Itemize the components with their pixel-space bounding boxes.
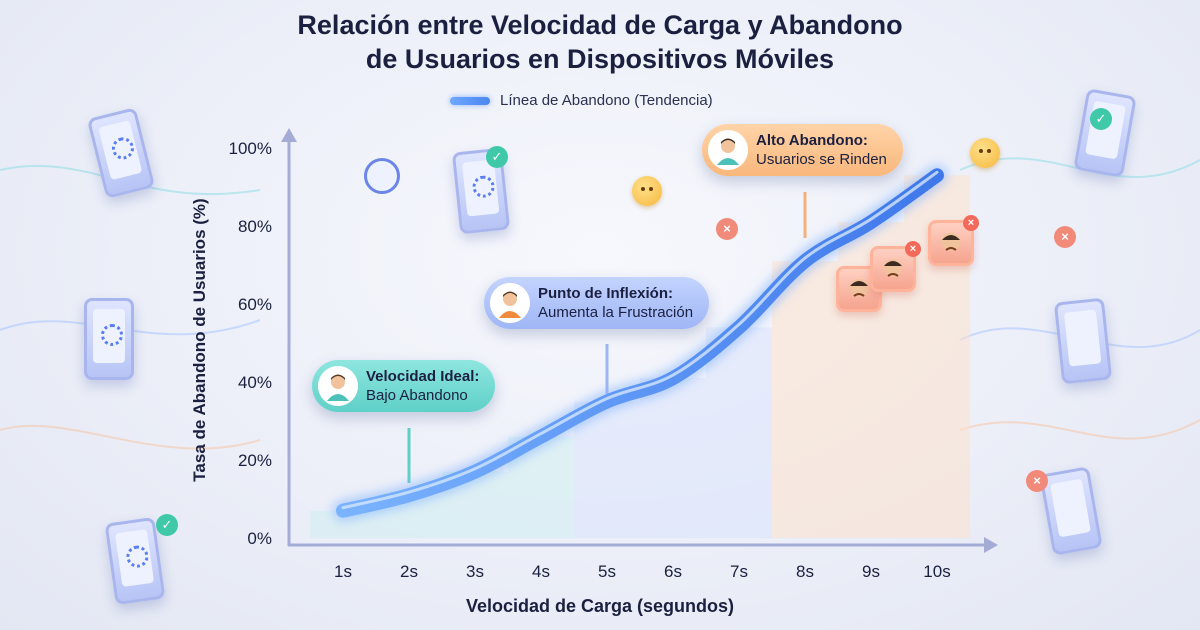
series-point	[342, 510, 344, 512]
wave-right-3	[959, 419, 1200, 440]
chart-title-line-1: Relación entre Velocidad de Carga y Aban…	[297, 10, 903, 40]
callout-alto-title: Alto Abandono:	[756, 132, 868, 149]
series-line-highlight	[341, 170, 939, 510]
y-tick-labels: 0% 20% 40% 60% 80% 100%	[229, 139, 272, 548]
phone-icon	[1053, 297, 1113, 385]
x-tick-label: 9s	[862, 562, 880, 581]
callout-alto-body: Usuarios se Rinden	[756, 151, 887, 168]
callout-alto: Alto Abandono: Usuarios se Rinden	[702, 124, 903, 176]
x-tick-label: 1s	[334, 562, 352, 581]
check-icon: ✓	[156, 514, 178, 536]
close-icon: ×	[1054, 226, 1076, 248]
callout-pointers	[407, 192, 807, 483]
legend-label: Línea de Abandono (Tendencia)	[500, 92, 713, 109]
close-icon: ×	[1026, 470, 1048, 492]
callout-inflexion-text: Punto de Inflexión: Aumenta la Frustraci…	[538, 284, 693, 322]
y-tick-label: 80%	[238, 217, 272, 236]
y-tick-label: 20%	[238, 451, 272, 470]
close-icon: ×	[905, 241, 921, 257]
y-axis-arrow	[281, 128, 297, 142]
angry-emoji-icon	[970, 138, 1000, 168]
x-tick-labels: 1s 2s 3s 4s 5s 6s 7s 8s 9s 10s	[334, 562, 951, 581]
clock-icon	[364, 158, 400, 194]
phone-screen	[98, 120, 143, 181]
x-axis-arrow	[984, 537, 998, 553]
y-tick-label: 100%	[229, 139, 272, 158]
loading-spinner-icon	[101, 323, 123, 346]
zone-column	[772, 261, 838, 538]
frustrated-user-icon: ×	[928, 215, 979, 266]
close-icon: ×	[963, 215, 979, 231]
callout-inflexion-body: Aumenta la Frustración	[538, 304, 694, 321]
callout-inflexion: Punto de Inflexión: Aumenta la Frustraci…	[484, 277, 710, 329]
user-avatar-icon	[708, 130, 748, 170]
series-point	[540, 436, 542, 438]
series-point	[738, 326, 740, 328]
user-avatar-icon	[490, 283, 530, 323]
phone-screen	[1063, 309, 1102, 367]
x-axis-label: Velocidad de Carga (segundos)	[465, 596, 735, 616]
series-layer	[332, 164, 948, 522]
callout-ideal-body: Bajo Abandono	[366, 387, 468, 404]
y-tick-label: 60%	[238, 295, 272, 314]
series-point	[474, 471, 476, 473]
y-tick-label: 40%	[238, 373, 272, 392]
zone-column	[640, 378, 706, 538]
chart-legend: Línea de Abandono (Tendencia)	[450, 92, 713, 109]
loading-phone-icon	[84, 298, 134, 380]
phone-screen	[461, 159, 500, 217]
callout-alto-text: Alto Abandono: Usuarios se Rinden	[756, 131, 887, 169]
legend-swatch	[450, 96, 490, 105]
callout-ideal-title: Velocidad Ideal:	[366, 368, 480, 385]
angry-emoji-icon	[632, 176, 662, 206]
series-point	[408, 494, 410, 496]
loading-spinner-icon	[109, 134, 137, 162]
wave-left-3	[0, 424, 261, 450]
x-tick-label: 10s	[923, 562, 950, 581]
callout-ideal-text: Velocidad Ideal: Bajo Abandono	[366, 367, 479, 405]
loading-spinner-icon	[124, 543, 150, 569]
chart-title: Relación entre Velocidad de Carga y Aban…	[0, 8, 1200, 76]
series-point	[606, 401, 608, 403]
user-avatar-icon	[318, 366, 358, 406]
phone-screen	[114, 529, 155, 587]
series-point	[672, 377, 674, 379]
series-point	[936, 174, 938, 176]
series-line	[336, 168, 944, 518]
frustrated-user-icon: ×	[870, 241, 921, 292]
y-axis-label: Tasa de Abandono de Usuarios (%)	[190, 198, 209, 482]
callout-ideal: Velocidad Ideal: Bajo Abandono	[312, 360, 496, 412]
callout-inflexion-title: Punto de Inflexión:	[538, 285, 673, 302]
loading-spinner-icon	[471, 174, 496, 199]
phone-screen	[1050, 478, 1091, 538]
x-tick-label: 2s	[400, 562, 418, 581]
x-tick-label: 7s	[730, 562, 748, 581]
zone-column	[706, 327, 772, 538]
x-tick-label: 5s	[598, 562, 616, 581]
chart-title-line-2: de Usuarios en Dispositivos Móviles	[365, 44, 835, 74]
y-tick-label: 0%	[247, 529, 272, 548]
series-point	[870, 221, 872, 223]
x-tick-label: 3s	[466, 562, 484, 581]
x-tick-label: 4s	[532, 562, 550, 581]
close-icon: ×	[716, 218, 738, 240]
x-tick-label: 6s	[664, 562, 682, 581]
check-icon: ✓	[1090, 108, 1112, 130]
check-icon: ✓	[486, 146, 508, 168]
chart-axes	[281, 128, 998, 553]
series-point	[804, 260, 806, 262]
phone-screen	[93, 309, 125, 363]
x-tick-label: 8s	[796, 562, 814, 581]
